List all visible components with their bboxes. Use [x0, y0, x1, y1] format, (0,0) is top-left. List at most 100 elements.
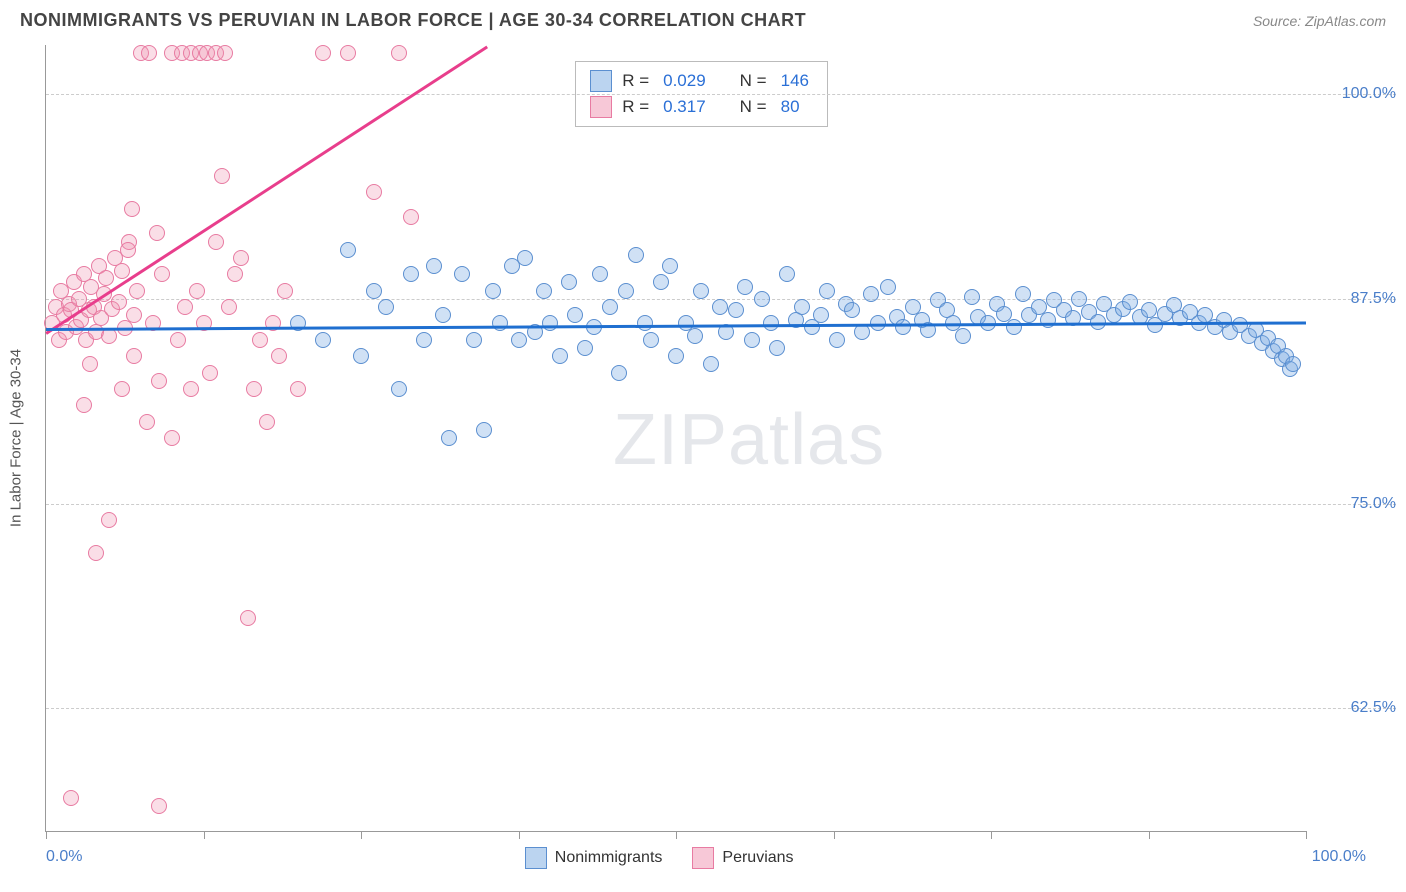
point-nonimmigrants	[577, 340, 593, 356]
x-tick	[1306, 831, 1307, 839]
bottom-legend: Nonimmigrants Peruvians	[525, 847, 794, 869]
point-nonimmigrants	[611, 365, 627, 381]
chart-title: NONIMMIGRANTS VS PERUVIAN IN LABOR FORCE…	[20, 10, 806, 31]
point-peruvians	[177, 299, 193, 315]
point-nonimmigrants	[653, 274, 669, 290]
legend-label-a: Nonimmigrants	[555, 849, 663, 867]
x-tick	[361, 831, 362, 839]
point-nonimmigrants	[794, 299, 810, 315]
point-peruvians	[315, 45, 331, 61]
point-nonimmigrants	[1122, 294, 1138, 310]
point-nonimmigrants	[536, 283, 552, 299]
y-tick-label: 62.5%	[1316, 699, 1396, 717]
chart-source: Source: ZipAtlas.com	[1253, 13, 1386, 29]
point-nonimmigrants	[737, 279, 753, 295]
point-nonimmigrants	[703, 356, 719, 372]
point-peruvians	[63, 790, 79, 806]
point-peruvians	[271, 348, 287, 364]
gridline	[46, 504, 1396, 505]
point-peruvians	[290, 381, 306, 397]
chart-header: NONIMMIGRANTS VS PERUVIAN IN LABOR FORCE…	[0, 0, 1406, 41]
point-peruvians	[221, 299, 237, 315]
point-nonimmigrants	[403, 266, 419, 282]
point-nonimmigrants	[964, 289, 980, 305]
stats-row-a: R = 0.029 N = 146	[590, 68, 813, 94]
point-nonimmigrants	[955, 328, 971, 344]
x-tick	[46, 831, 47, 839]
legend-label-b: Peruvians	[722, 849, 793, 867]
point-nonimmigrants	[366, 283, 382, 299]
point-nonimmigrants	[769, 340, 785, 356]
legend-item-peruvians: Peruvians	[692, 847, 793, 869]
point-nonimmigrants	[880, 279, 896, 295]
point-nonimmigrants	[628, 247, 644, 263]
point-nonimmigrants	[1141, 302, 1157, 318]
y-axis-title: In Labor Force | Age 30-34	[8, 349, 25, 527]
point-nonimmigrants	[552, 348, 568, 364]
point-nonimmigrants	[340, 242, 356, 258]
legend-item-nonimmigrants: Nonimmigrants	[525, 847, 663, 869]
point-nonimmigrants	[542, 315, 558, 331]
trendline-peruvians	[45, 45, 487, 334]
point-nonimmigrants	[441, 430, 457, 446]
point-nonimmigrants	[712, 299, 728, 315]
point-peruvians	[114, 381, 130, 397]
point-nonimmigrants	[728, 302, 744, 318]
stats-row-b: R = 0.317 N = 80	[590, 94, 813, 120]
point-peruvians	[170, 332, 186, 348]
gridline	[46, 94, 1396, 95]
point-nonimmigrants	[1285, 356, 1301, 372]
point-nonimmigrants	[687, 328, 703, 344]
legend-swatch-b	[692, 847, 714, 869]
point-nonimmigrants	[485, 283, 501, 299]
chart-area: ZIPatlas R = 0.029 N = 146 R = 0.317 N =…	[45, 45, 1306, 832]
point-nonimmigrants	[844, 302, 860, 318]
point-nonimmigrants	[454, 266, 470, 282]
n-value-b: 80	[777, 97, 804, 117]
point-nonimmigrants	[315, 332, 331, 348]
point-peruvians	[233, 250, 249, 266]
point-peruvians	[154, 266, 170, 282]
point-peruvians	[98, 270, 114, 286]
gridline	[46, 708, 1396, 709]
legend-swatch-a	[525, 847, 547, 869]
point-peruvians	[149, 225, 165, 241]
point-peruvians	[151, 373, 167, 389]
point-peruvians	[403, 209, 419, 225]
x-tick	[991, 831, 992, 839]
point-nonimmigrants	[863, 286, 879, 302]
n-label: N =	[740, 97, 767, 117]
point-peruvians	[189, 283, 205, 299]
point-nonimmigrants	[602, 299, 618, 315]
point-nonimmigrants	[517, 250, 533, 266]
point-peruvians	[124, 201, 140, 217]
point-nonimmigrants	[511, 332, 527, 348]
point-peruvians	[76, 397, 92, 413]
point-nonimmigrants	[819, 283, 835, 299]
point-nonimmigrants	[637, 315, 653, 331]
point-nonimmigrants	[561, 274, 577, 290]
point-peruvians	[183, 381, 199, 397]
point-peruvians	[208, 234, 224, 250]
point-nonimmigrants	[693, 283, 709, 299]
r-label: R =	[622, 71, 649, 91]
x-axis-max-label: 100.0%	[1312, 848, 1366, 866]
point-nonimmigrants	[466, 332, 482, 348]
x-tick	[1149, 831, 1150, 839]
point-peruvians	[214, 168, 230, 184]
n-label: N =	[740, 71, 767, 91]
point-nonimmigrants	[1040, 312, 1056, 328]
swatch-nonimmigrants	[590, 70, 612, 92]
x-axis-min-label: 0.0%	[46, 848, 82, 866]
y-tick-label: 87.5%	[1316, 290, 1396, 308]
point-nonimmigrants	[744, 332, 760, 348]
n-value-a: 146	[777, 71, 813, 91]
point-nonimmigrants	[779, 266, 795, 282]
point-nonimmigrants	[829, 332, 845, 348]
point-peruvians	[114, 263, 130, 279]
point-peruvians	[101, 512, 117, 528]
point-nonimmigrants	[426, 258, 442, 274]
point-nonimmigrants	[1015, 286, 1031, 302]
point-peruvians	[202, 365, 218, 381]
point-peruvians	[391, 45, 407, 61]
